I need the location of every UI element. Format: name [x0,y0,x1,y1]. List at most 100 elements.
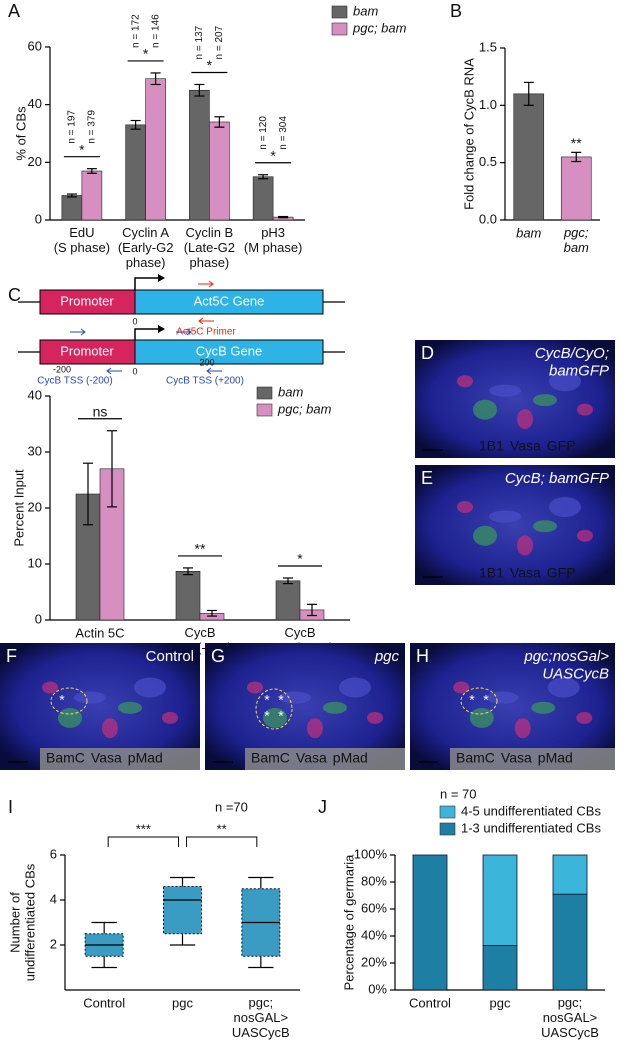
cell-outline [50,687,88,715]
cell-signal [517,409,533,430]
significance-label: ** [571,135,582,151]
cell-signal [489,384,521,397]
significance-label: ** [217,821,227,836]
y-tick-label: 40 [28,96,42,111]
text-line: pgc; [249,995,274,1010]
cell-signal [323,701,347,714]
text-line: CycB [284,625,315,640]
x-tick-label: pgc; nosGAL> UASCycB [541,995,599,1040]
cell-signal [486,691,519,704]
legend-label: pgc; bam [352,20,407,35]
panel-letter: B [450,1,462,21]
primer-arrow [198,317,214,325]
caption-band [450,748,615,770]
text-line: Cyclin B [186,225,234,240]
y-tick-label: 100% [354,846,388,861]
bar [189,89,210,221]
primer-arrow [70,328,86,336]
cell-signal [279,691,311,704]
cell-signal [473,525,497,546]
stain-label: Vasa [296,750,327,766]
cell-signal [549,371,581,392]
x-tick-label: EdU (S phase) [54,225,110,255]
significance-label: ns [93,403,108,419]
note: n =70 [215,799,248,814]
cell-signal [247,681,263,694]
n-label: n = 137 [194,25,205,59]
cell-signal [162,711,178,724]
cell-signal [118,701,142,714]
y-tick-label: 20% [361,954,387,969]
x-tick-label: Control [409,995,451,1010]
text-line: pgc;nosGal> [523,648,609,665]
cell-signal [102,718,118,739]
image-title: pgc;nosGal> UASCycB [523,648,609,682]
y-tick-label: 1.0 [479,97,497,112]
panel-letter: I [8,797,13,817]
x-tick-label: pgc; nosGAL> UASCycB [232,995,290,1040]
text-line: UASCycB [541,1025,599,1040]
text-line: Number of [8,892,23,953]
y-tick-label: 0.5 [479,154,497,169]
text-line: phase) [126,255,166,270]
image-title: CycB; bamGFP [505,470,609,487]
bar-segment [482,945,518,991]
bar [81,170,103,221]
y-axis-label: Number ofundifferentiated CBs [8,863,38,981]
panel-letter: E [421,468,433,488]
significance-label: * [297,551,303,567]
text-line: bam [564,240,589,255]
stain-label: 1B1 [479,438,504,454]
text-line: pgc; [558,995,583,1010]
cell-signal [533,520,557,533]
bar-segment [412,854,448,991]
y-tick-label: 10 [28,555,42,570]
stain-label: GFP [547,438,576,454]
stain-label: Vasa [510,565,541,581]
image-title: CycB/CyO; bamGFP [535,345,609,379]
promoter-label: Promoter [60,293,114,308]
legend-swatch [256,403,273,417]
y-tick-label: 0 [35,611,42,626]
n-label: n = 120 [258,116,269,150]
bar [560,156,592,221]
gene-label: Act5C Gene [194,293,265,308]
x-tick-label: bam [516,225,541,240]
cell-mark: * [264,708,270,724]
cell-mark: * [278,692,284,708]
gene-box [134,289,324,315]
n-label: n = 146 [150,14,161,48]
y-tick-label: 40% [361,927,387,942]
stain-label: Vasa [510,438,541,454]
note: n = 70 [440,786,477,801]
cell-signal [339,677,371,698]
n-label: n = 304 [278,116,289,150]
legend-swatch [439,822,456,836]
cell-signal [514,718,531,739]
legend-swatch [331,22,348,36]
tss-arrow [134,328,158,340]
text-line: undifferentiated CBs [23,863,38,981]
stain-label: Vasa [501,750,532,766]
primer-arrow [206,367,222,375]
text-line: nosGAL> [543,1010,598,1025]
cell-signal [577,529,593,542]
stain-label: 1B1 [479,565,504,581]
y-tick-label: 80% [361,873,387,888]
panel-letter: G [211,646,225,666]
y-tick-label: 4 [50,891,57,906]
cell-signal [42,681,58,694]
y-tick-label: 20 [28,499,42,514]
legend-label: 1-3 undifferentiated CBs [461,820,601,835]
legend-label: bam [353,3,378,18]
cell-signal [549,497,581,517]
y-tick-label: 30 [28,443,42,458]
stain-label: Vasa [91,750,122,766]
cell-mark: * [59,692,65,708]
stain-label: BamC [251,750,290,766]
panel-letter: D [421,343,434,363]
stain-label: pMad [538,750,573,766]
bar [61,195,83,221]
y-tick-label: 0.0 [479,211,497,226]
